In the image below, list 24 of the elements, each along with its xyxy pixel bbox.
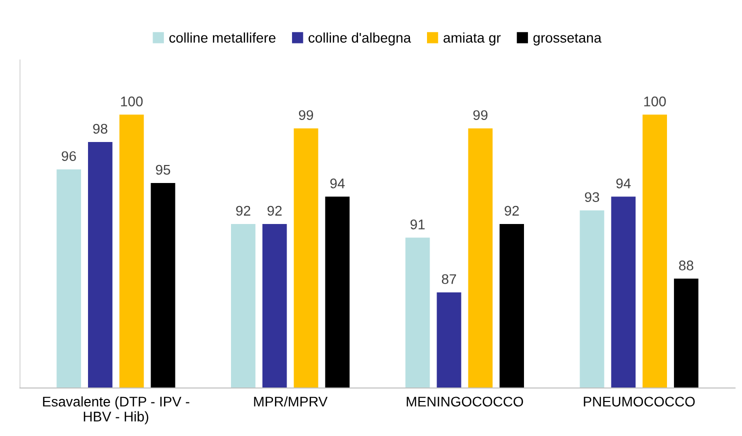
legend-label: colline d'albegna xyxy=(308,32,412,46)
data-label: 92 xyxy=(236,206,250,216)
legend-label: amiata gr xyxy=(444,32,501,46)
x-tick-label: MENINGOCOCCO xyxy=(406,396,524,407)
x-tick-label: Esavalente (DTP - IPV - HBV - Hib) xyxy=(43,396,190,424)
data-label: 92 xyxy=(268,206,282,216)
data-label: 99 xyxy=(298,110,314,120)
data-label: 88 xyxy=(679,260,694,270)
data-label: 95 xyxy=(156,164,170,175)
data-label: 100 xyxy=(644,96,666,106)
data-label: 91 xyxy=(410,220,425,230)
data-label: 87 xyxy=(442,274,456,284)
legend-label: grossetana xyxy=(533,34,602,46)
x-tick-label: MPR/MPRV xyxy=(254,396,328,407)
data-label: 99 xyxy=(473,110,488,120)
data-label: 94 xyxy=(616,178,631,188)
x-tick-label: PNEUMOCOCCO xyxy=(584,396,695,407)
data-label: 94 xyxy=(330,178,345,188)
data-label: 93 xyxy=(584,192,600,202)
data-label: 92 xyxy=(504,206,519,216)
data-label: 96 xyxy=(62,151,76,162)
data-label: 98 xyxy=(93,124,108,134)
legend-label: colline metallifere xyxy=(169,32,276,43)
data-label: 100 xyxy=(121,96,143,106)
